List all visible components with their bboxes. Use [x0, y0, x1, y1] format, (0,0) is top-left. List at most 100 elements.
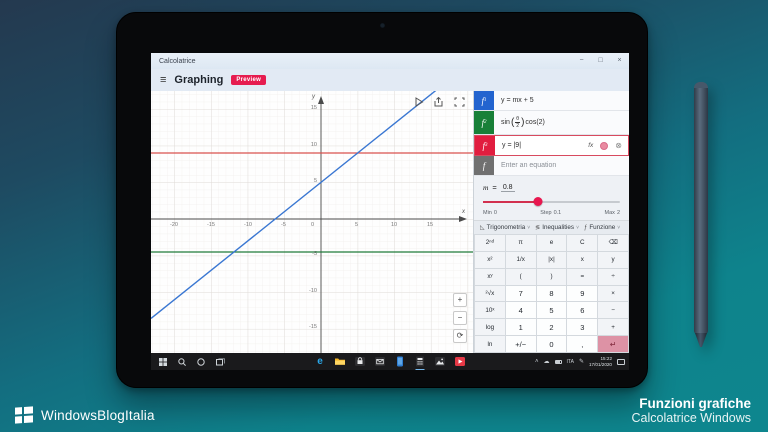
key-9[interactable]: 9 [567, 285, 598, 302]
y-tick: -15 [309, 324, 317, 330]
hamburger-menu-icon[interactable]: ≡ [160, 74, 167, 86]
origin-tick: 0 [311, 222, 315, 228]
chevron-down-icon: ˅ [527, 224, 531, 231]
slider-value-field[interactable]: 0.8 [500, 183, 515, 192]
preview-badge: Preview [231, 75, 267, 85]
f2-equation-text[interactable]: sin(θ 2) cos(2) [501, 115, 545, 129]
start-button[interactable] [159, 357, 167, 366]
key-3[interactable]: 3 [567, 319, 598, 336]
key-6[interactable]: 6 [567, 302, 598, 319]
f1-equation-text[interactable]: y = mx + 5 [501, 97, 534, 104]
zoom-reset-button[interactable]: ⟳ [453, 329, 467, 343]
key-square[interactable]: x² [475, 251, 505, 268]
slider-track[interactable] [483, 201, 620, 203]
pen-icon[interactable]: ✎ [578, 358, 584, 365]
mail-icon[interactable] [375, 356, 386, 367]
key-minus[interactable]: − [598, 302, 628, 319]
line-style-icon[interactable] [600, 141, 609, 150]
key-10x[interactable]: 10ˣ [475, 302, 505, 319]
front-camera [380, 23, 385, 28]
key-close-paren[interactable]: ) [536, 268, 567, 285]
graph-plot [151, 91, 473, 353]
key-log[interactable]: log [475, 319, 505, 336]
calculator-icon[interactable] [415, 356, 426, 370]
share-icon[interactable] [434, 97, 444, 107]
f3-equation-text[interactable]: y = |9| [502, 142, 522, 149]
key-x[interactable]: x [567, 251, 598, 268]
key-8[interactable]: 8 [536, 285, 567, 302]
task-view-icon[interactable] [216, 357, 225, 366]
key-decimal[interactable]: , [567, 336, 598, 352]
fit-to-view-icon[interactable] [454, 97, 465, 107]
taskbar-clock[interactable]: 15:22 17/01/2020 [589, 356, 612, 367]
y-tick: -10 [309, 288, 317, 294]
key-2[interactable]: 2 [536, 319, 567, 336]
trace-icon[interactable] [414, 97, 424, 107]
key-5[interactable]: 5 [536, 302, 567, 319]
key-reciprocal[interactable]: 1/x [505, 251, 536, 268]
key-plus[interactable]: + [598, 319, 628, 336]
key-equals[interactable]: = [567, 268, 598, 285]
key-0[interactable]: 0 [536, 336, 567, 352]
key-1[interactable]: 1 [505, 319, 536, 336]
key-open-paren[interactable]: ( [505, 268, 536, 285]
graph-canvas[interactable]: y x -20 -15 -10 -5 5 10 15 0 15 10 5 -5 … [151, 91, 473, 353]
maximize-button[interactable]: □ [598, 57, 603, 64]
zoom-out-button[interactable]: − [453, 311, 467, 325]
function-icon: ƒ [583, 224, 588, 231]
file-explorer-icon[interactable] [335, 356, 346, 367]
key-divide[interactable]: ÷ [598, 268, 628, 285]
tab-funzione[interactable]: ƒ Funzione ˅ [583, 224, 621, 231]
battery-icon[interactable] [554, 359, 562, 364]
chevron-down-icon: ˅ [576, 224, 579, 231]
photos-icon[interactable] [435, 356, 446, 367]
key-2nd[interactable]: 2ⁿᵈ [475, 235, 505, 251]
x-tick: 5 [355, 222, 359, 228]
key-clear[interactable]: C [567, 235, 598, 251]
m-slider[interactable] [483, 197, 620, 207]
close-button[interactable]: × [617, 57, 622, 64]
keyboard-language[interactable]: ITA [566, 358, 574, 365]
tray-chevron-icon[interactable]: ˄ [535, 358, 539, 365]
backspace-key[interactable]: ⌫ [598, 235, 628, 251]
slider-thumb[interactable] [533, 197, 543, 206]
equation-input-placeholder[interactable]: Enter an equation [501, 162, 557, 169]
edge-icon[interactable]: e [317, 356, 323, 367]
slider-bounds: Min 0 Step 0.1 Max 2 [483, 210, 620, 216]
key-7[interactable]: 7 [505, 285, 536, 302]
key-ln[interactable]: ln [475, 336, 505, 352]
onedrive-cloud-icon[interactable]: ☁ [543, 358, 550, 365]
action-center-icon[interactable] [617, 358, 625, 365]
x-tick: -5 [281, 222, 286, 228]
key-sqrt[interactable]: ²√x [475, 285, 505, 302]
tab-trigonometria[interactable]: ◺ Trigonometria ˅ [480, 224, 531, 231]
analyze-function-icon[interactable]: fx [588, 142, 594, 149]
key-multiply[interactable]: × [598, 285, 628, 302]
key-y[interactable]: y [598, 251, 628, 268]
y-axis-label: y [312, 94, 315, 100]
tab-inequalities[interactable]: ≶ Inequalities ˅ [535, 224, 579, 231]
your-phone-icon[interactable] [395, 356, 406, 367]
equation-row-new[interactable]: f Enter an equation [474, 156, 629, 176]
movies-app-icon[interactable] [455, 356, 466, 367]
running-app-indicator [415, 368, 425, 370]
key-4[interactable]: 4 [505, 302, 536, 319]
minimize-button[interactable]: − [579, 57, 584, 64]
store-icon[interactable] [355, 356, 366, 367]
key-power[interactable]: xʸ [475, 268, 505, 285]
remove-equation-icon[interactable]: ⊗ [615, 140, 622, 150]
zoom-in-button[interactable]: + [453, 293, 467, 307]
search-icon[interactable] [178, 357, 186, 366]
cortana-icon[interactable] [197, 357, 205, 366]
key-abs[interactable]: |x| [536, 251, 567, 268]
key-negate[interactable]: +/− [505, 336, 536, 352]
enter-key[interactable]: ↵ [598, 336, 628, 352]
key-pi[interactable]: π [505, 235, 536, 251]
key-e[interactable]: e [536, 235, 567, 251]
